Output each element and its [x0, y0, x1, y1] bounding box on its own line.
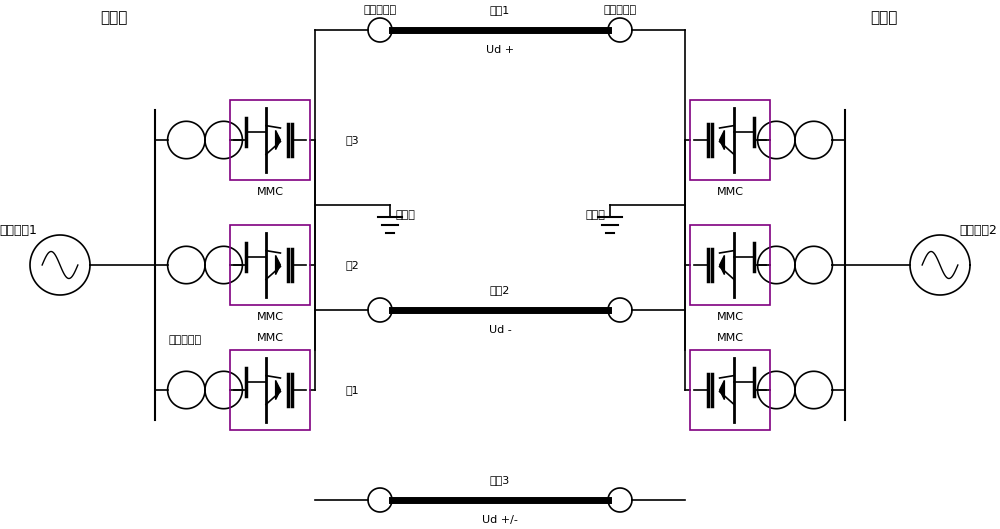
Text: 线路3: 线路3: [490, 475, 510, 485]
Text: 杗1: 杗1: [345, 385, 359, 395]
Text: 平波电抗器: 平波电抗器: [603, 5, 637, 15]
Text: 杗3: 杗3: [345, 135, 359, 145]
Text: Ud +: Ud +: [486, 45, 514, 55]
Text: MMC: MMC: [716, 312, 744, 322]
Polygon shape: [276, 131, 280, 150]
Text: 线路2: 线路2: [490, 285, 510, 295]
Text: 逆变站: 逆变站: [870, 11, 897, 25]
Text: 交流系统2: 交流系统2: [959, 223, 997, 236]
Bar: [690, 100, 770, 180]
Text: Ud +/-: Ud +/-: [482, 515, 518, 525]
Text: 换流变压器: 换流变压器: [168, 335, 202, 345]
Bar: [690, 225, 770, 305]
Polygon shape: [276, 256, 280, 275]
Text: 接地极: 接地极: [395, 210, 415, 220]
Text: 杗2: 杗2: [345, 260, 359, 270]
Bar: [230, 350, 310, 430]
Text: 接地极: 接地极: [585, 210, 605, 220]
Text: 整流站: 整流站: [100, 11, 127, 25]
Text: MMC: MMC: [256, 333, 284, 343]
Polygon shape: [720, 256, 724, 275]
Text: 交流系统1: 交流系统1: [0, 223, 37, 236]
Bar: [230, 100, 310, 180]
Text: 平波电抗器: 平波电抗器: [363, 5, 397, 15]
Bar: [230, 225, 310, 305]
Text: 线路1: 线路1: [490, 5, 510, 15]
Text: Ud -: Ud -: [489, 325, 511, 335]
Text: MMC: MMC: [256, 312, 284, 322]
Polygon shape: [720, 131, 724, 150]
Text: MMC: MMC: [256, 187, 284, 197]
Text: MMC: MMC: [716, 333, 744, 343]
Polygon shape: [720, 380, 724, 399]
Bar: [690, 350, 770, 430]
Text: MMC: MMC: [716, 187, 744, 197]
Polygon shape: [276, 380, 280, 399]
